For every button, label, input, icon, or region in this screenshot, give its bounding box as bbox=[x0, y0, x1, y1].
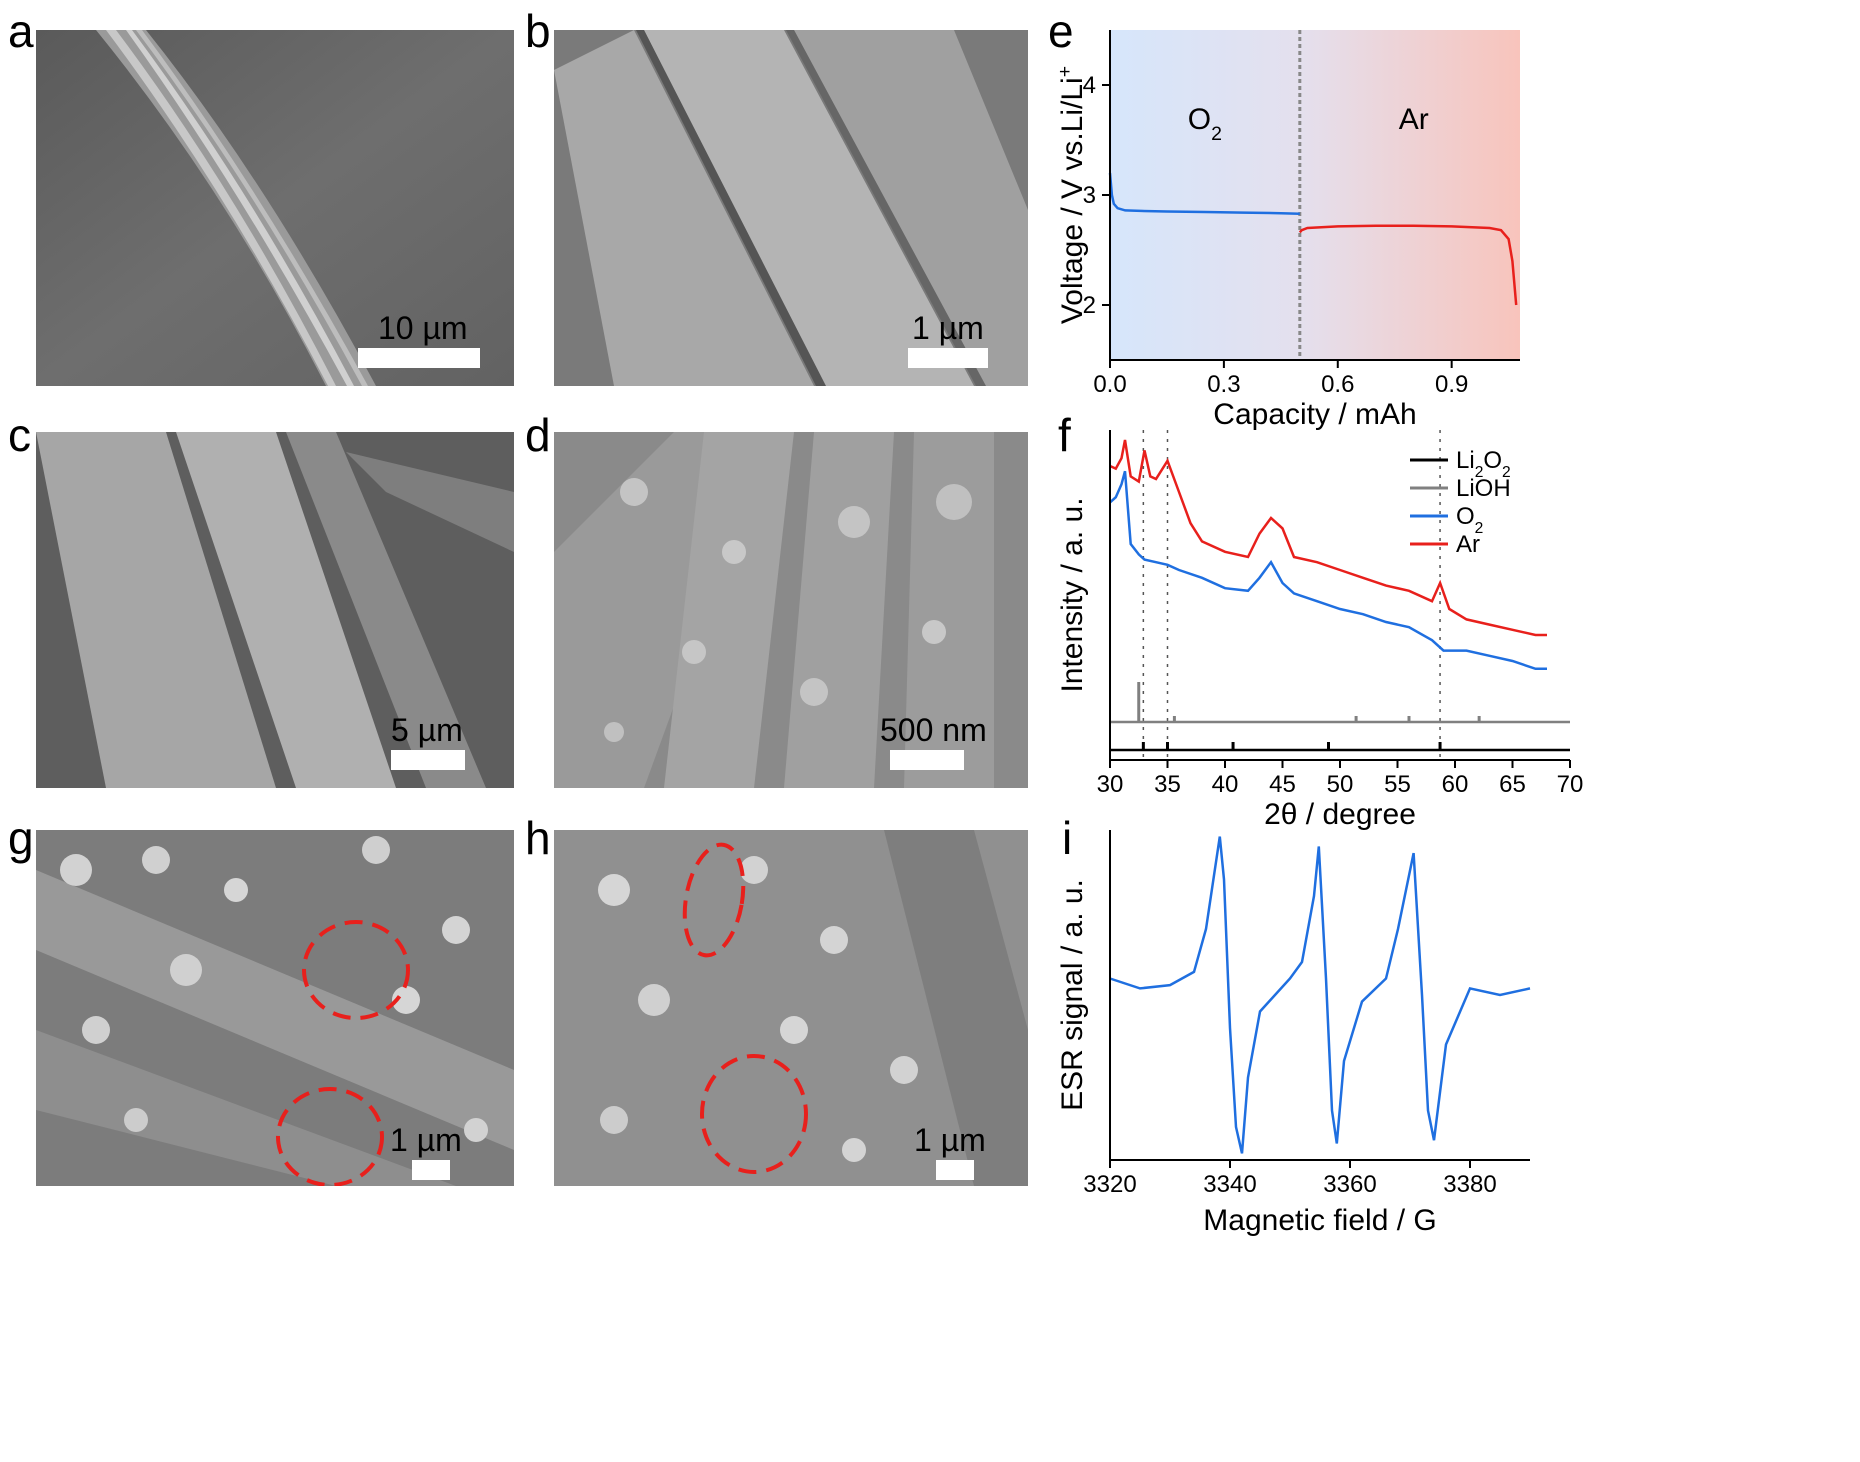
chart-e-x-tick-label: 0.3 bbox=[1207, 371, 1240, 398]
chart-f-x-tick-label: 60 bbox=[1442, 771, 1469, 798]
scale-bar bbox=[908, 348, 988, 368]
chart-e-series-line bbox=[1298, 224, 1518, 306]
scale-bar-label: 10 µm bbox=[378, 310, 468, 346]
chart-i: 3320 3340 3360 3380 Magnetic field / G ESR si… bbox=[1040, 820, 1850, 1240]
chart-e-y-tick-label: 3 bbox=[1083, 182, 1096, 209]
panel-label-h: h bbox=[525, 812, 551, 864]
chart-e-region-label: Ar bbox=[1399, 103, 1429, 136]
panel-label-e: e bbox=[1048, 5, 1074, 57]
chart-e-x-tick-label: 0.0 bbox=[1093, 371, 1126, 398]
panel-label-g: g bbox=[8, 812, 34, 864]
sem-image-c: 5 µm bbox=[36, 432, 514, 788]
chart-i-x-tick-label: 3380 bbox=[1443, 1171, 1496, 1198]
chart-e-x-axis-title: Capacity / mAh bbox=[1213, 398, 1416, 431]
chart-f-legend-label: Ar bbox=[1456, 531, 1480, 558]
chart-e-x-tick-label: 0.6 bbox=[1321, 371, 1354, 398]
scale-bar bbox=[890, 750, 964, 770]
chart-e-y-tick-label: 4 bbox=[1083, 72, 1096, 99]
chart-f: 30 35 40 45 50 55 60 65 70 2θ / degree Intensity /… bbox=[1040, 420, 1850, 831]
chart-f-legend-label: Li2O2 bbox=[1456, 447, 1511, 481]
chart-i-svg: 3320 3340 3360 3380 Magnetic field / G ESR si… bbox=[1056, 830, 1531, 1237]
sem-image-b: 1 µm bbox=[554, 30, 1028, 386]
panel-label-d: d bbox=[525, 409, 551, 461]
chart-e-series-line bbox=[1108, 172, 1300, 215]
chart-f-legend-label: LiOH bbox=[1456, 475, 1511, 502]
scale-bar-label: 1 µm bbox=[914, 1122, 986, 1158]
chart-i-x-tick-label: 3340 bbox=[1203, 1171, 1256, 1198]
chart-f-x-tick-label: 30 bbox=[1097, 771, 1124, 798]
scale-bar bbox=[936, 1160, 974, 1180]
sem-image-a: 10 µm bbox=[36, 30, 514, 386]
chart-f-x-tick-label: 50 bbox=[1327, 771, 1354, 798]
scale-bar-label: 500 nm bbox=[880, 712, 987, 748]
chart-f-series-line bbox=[1109, 439, 1547, 637]
chart-f-x-tick-label: 40 bbox=[1212, 771, 1239, 798]
panel-label-b: b bbox=[525, 5, 551, 57]
panel-label-a: a bbox=[8, 5, 34, 57]
scale-bar bbox=[391, 750, 465, 770]
panel-label-c: c bbox=[8, 409, 31, 461]
scale-bar bbox=[412, 1160, 450, 1180]
chart-f-x-tick-label: 35 bbox=[1154, 771, 1181, 798]
chart-f-series-line bbox=[1109, 470, 1547, 671]
chart-i-x-axis-title: Magnetic field / G bbox=[1203, 1204, 1436, 1237]
chart-e: O2 Ar 0.0 0.3 0.6 0.9 2 3 4 Capacity / mAh Voltage… bbox=[1040, 20, 1850, 431]
chart-e-svg: O2 Ar 0.0 0.3 0.6 0.9 2 3 4 Capacity / mAh Voltage… bbox=[1054, 30, 1520, 431]
sem-image-g: 1 µm bbox=[36, 830, 514, 1186]
chart-i-x-tick-label: 3360 bbox=[1323, 1171, 1376, 1198]
highlight-ellipse bbox=[302, 920, 410, 1020]
scale-bar-label: 1 µm bbox=[912, 310, 984, 346]
chart-i-series-line bbox=[1109, 836, 1531, 1154]
chart-f-x-tick-label: 55 bbox=[1384, 771, 1411, 798]
chart-e-y-axis-title: Voltage / V vs.Li/Li+ bbox=[1054, 66, 1089, 324]
scale-bar-label: 1 µm bbox=[390, 1122, 462, 1158]
sem-image-d: 500 nm bbox=[554, 432, 1028, 788]
highlight-ellipse bbox=[276, 1087, 384, 1186]
chart-i-y-axis-title: ESR signal / a. u. bbox=[1056, 879, 1089, 1111]
panel-label-f: f bbox=[1058, 409, 1071, 461]
panel-label-i: i bbox=[1062, 812, 1073, 864]
chart-e-y-tick-label: 2 bbox=[1083, 292, 1096, 319]
chart-e-region-label: O2 bbox=[1188, 103, 1222, 145]
chart-f-x-tick-label: 70 bbox=[1557, 771, 1584, 798]
chart-f-y-axis-title: Intensity / a. u. bbox=[1056, 497, 1089, 692]
chart-f-x-tick-label: 45 bbox=[1269, 771, 1296, 798]
chart-f-svg: 30 35 40 45 50 55 60 65 70 2θ / degree Intensity /… bbox=[1056, 430, 1584, 831]
chart-f-legend-label: O2 bbox=[1456, 503, 1483, 537]
scale-bar bbox=[358, 348, 480, 368]
chart-f-x-axis-title: 2θ / degree bbox=[1264, 798, 1416, 831]
chart-f-x-tick-label: 65 bbox=[1499, 771, 1526, 798]
scale-bar-label: 5 µm bbox=[391, 712, 463, 748]
chart-e-x-tick-label: 0.9 bbox=[1435, 371, 1468, 398]
sem-image-h: 1 µm bbox=[554, 830, 1028, 1186]
highlight-ellipse bbox=[700, 1054, 808, 1174]
chart-e-background bbox=[1110, 30, 1520, 360]
chart-i-x-tick-label: 3320 bbox=[1083, 1171, 1136, 1198]
